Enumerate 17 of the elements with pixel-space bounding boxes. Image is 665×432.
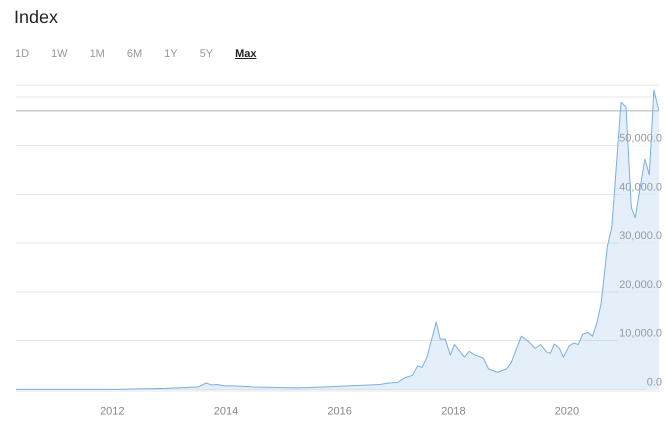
text: 1Y [164, 48, 178, 60]
y-tick-label: 30,000.0 [619, 230, 662, 242]
x-tick-label: 2012 [100, 405, 125, 418]
x-tick-label: 2020 [554, 405, 580, 418]
y-tick-label: 20,000.0 [619, 278, 662, 291]
x-tick-label: 2014 [214, 405, 238, 418]
x-tick-label: 2018 [441, 405, 466, 418]
text: 5Y [200, 48, 214, 60]
y-tick-label: 10,000.0 [619, 328, 662, 340]
y-tick-label: 0.0 [646, 376, 662, 388]
chart-title: Index [14, 7, 58, 28]
text: Max [235, 48, 256, 60]
text: 1D [15, 48, 30, 60]
text: 6M [126, 48, 142, 60]
text: 1M [90, 48, 105, 60]
text: 1W [51, 48, 68, 60]
x-tick-label: 2016 [327, 405, 352, 418]
